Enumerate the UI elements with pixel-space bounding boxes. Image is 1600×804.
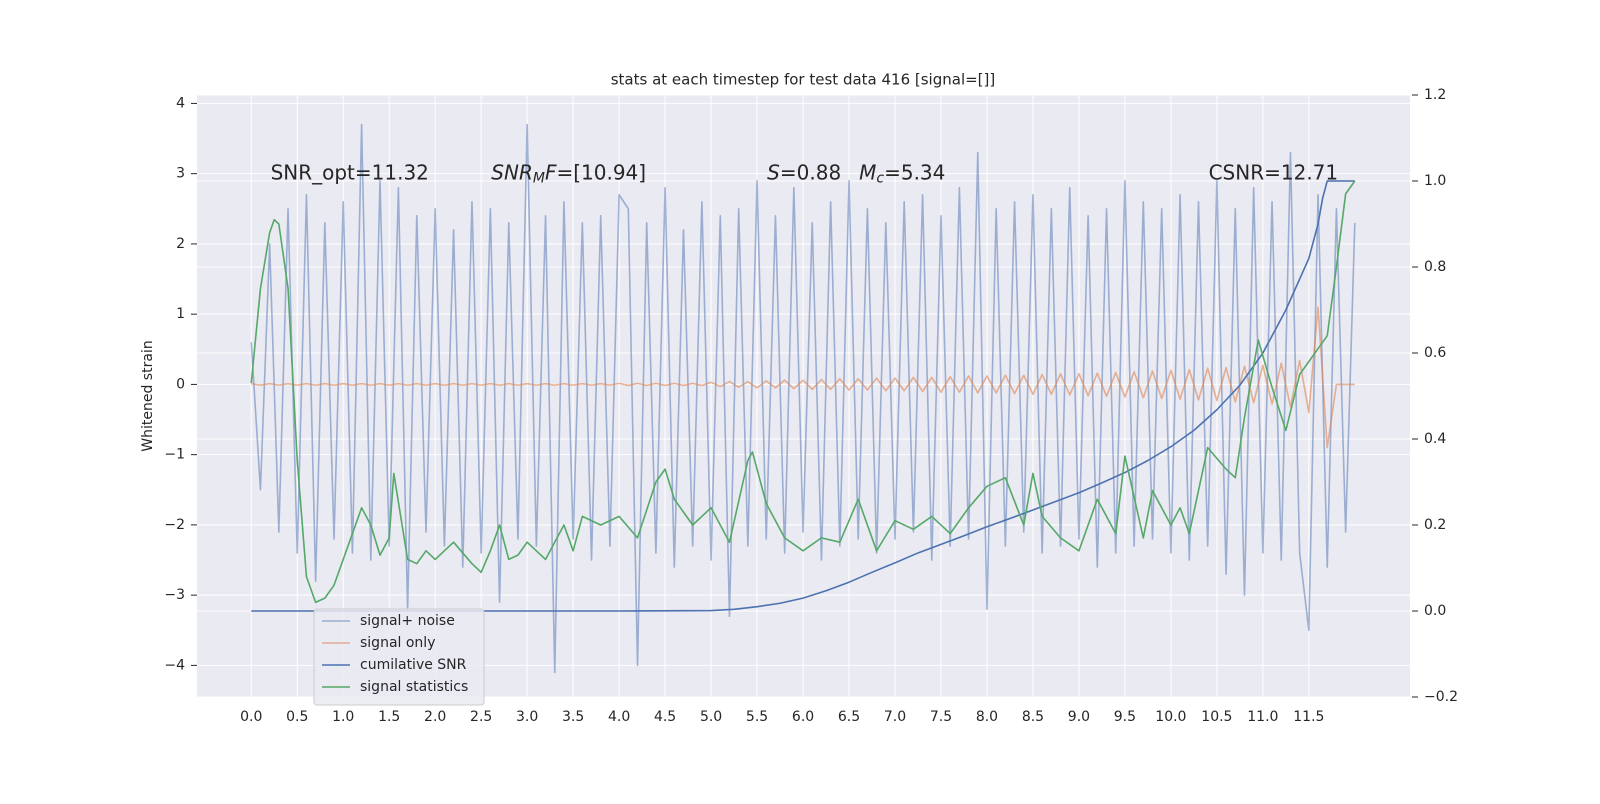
y-axis-label: Whitened strain — [140, 340, 156, 451]
y-tick-label: 2 — [176, 236, 185, 252]
x-tick-label: 1.0 — [332, 709, 354, 725]
series-line — [251, 180, 1355, 612]
x-tick-label: 5.5 — [746, 709, 768, 725]
y-tick-label: −3 — [164, 587, 185, 603]
x-tick-label: 3.5 — [562, 709, 584, 725]
legend: signal+ noise signal only cumilative SNR si… — [313, 608, 485, 706]
x-tick-label: 6.0 — [792, 709, 814, 725]
x-tick-label: 5.0 — [700, 709, 722, 725]
legend-label: signal+ noise — [360, 613, 455, 629]
x-tick-label: 8.0 — [976, 709, 998, 725]
y-tick-label: −1 — [164, 447, 185, 463]
annotation-part: =5.34 — [884, 160, 945, 184]
legend-box — [313, 608, 485, 706]
annotation: S=0.88 — [767, 160, 841, 184]
series-line — [250, 123, 1356, 674]
annotation-part: c — [876, 171, 884, 187]
y2-tick-label: 0.4 — [1424, 431, 1446, 447]
y-tick-label: −2 — [164, 517, 185, 533]
y-tick-label: 1 — [176, 306, 185, 322]
x-tick-label: 2.0 — [424, 709, 446, 725]
y2-tick-label: 0.8 — [1424, 259, 1446, 275]
legend-label: signal only — [360, 635, 435, 651]
x-tick-label: 6.5 — [838, 709, 860, 725]
legend-label: cumilative SNR — [360, 657, 467, 673]
y-tick-label: 0 — [176, 376, 185, 392]
y2-tick-label: −0.2 — [1424, 689, 1458, 705]
x-tick-label: 9.0 — [1068, 709, 1090, 725]
x-tick-label: 4.0 — [608, 709, 630, 725]
annotation-part: SNR_opt=11.32 — [271, 160, 429, 184]
series-line — [251, 306, 1355, 449]
chart-title: stats at each timestep for test data 416… — [611, 71, 996, 89]
annotation-part: F — [545, 160, 557, 184]
y-tick-label: 3 — [176, 166, 185, 182]
legend-label: signal statistics — [360, 679, 468, 695]
annotation: CSNR=12.71 — [1209, 160, 1339, 184]
annotation: SNRMF=[10.94] — [491, 160, 646, 187]
x-tick-label: 0.0 — [240, 709, 262, 725]
x-tick-label: 7.5 — [930, 709, 952, 725]
x-tick-label: 4.5 — [654, 709, 676, 725]
x-tick-label: 2.5 — [470, 709, 492, 725]
annotation-part: CSNR=12.71 — [1209, 160, 1339, 184]
x-tick-label: 8.5 — [1022, 709, 1044, 725]
x-tick-label: 0.5 — [286, 709, 308, 725]
annotation-part: SNR — [491, 160, 533, 184]
x-tick-label: 3.0 — [516, 709, 538, 725]
x-tick-label: 10.5 — [1201, 709, 1232, 725]
annotation-part: M — [533, 171, 545, 187]
y2-tick-label: 0.2 — [1424, 517, 1446, 533]
annotation-part: S — [767, 160, 780, 184]
annotation: SNR_opt=11.32 — [271, 160, 429, 184]
annotation-part: =0.88 — [780, 160, 841, 184]
x-tick-label: 1.5 — [378, 709, 400, 725]
x-tick-label: 10.0 — [1155, 709, 1186, 725]
x-tick-label: 11.5 — [1293, 709, 1324, 725]
series-line — [250, 180, 1356, 604]
y2-tick-label: 0.0 — [1424, 603, 1446, 619]
y2-tick-label: 1.2 — [1424, 87, 1446, 103]
x-tick-label: 11.0 — [1247, 709, 1278, 725]
annotation-part: M — [859, 160, 876, 184]
y-tick-label: −4 — [164, 657, 185, 673]
y-tick-label: 4 — [176, 95, 185, 111]
y2-tick-label: 0.6 — [1424, 345, 1446, 361]
x-tick-label: 9.5 — [1114, 709, 1136, 725]
y2-tick-label: 1.0 — [1424, 173, 1446, 189]
x-tick-label: 7.0 — [884, 709, 906, 725]
annotation-part: =[10.94] — [556, 160, 646, 184]
annotation: Mc=5.34 — [859, 160, 945, 187]
